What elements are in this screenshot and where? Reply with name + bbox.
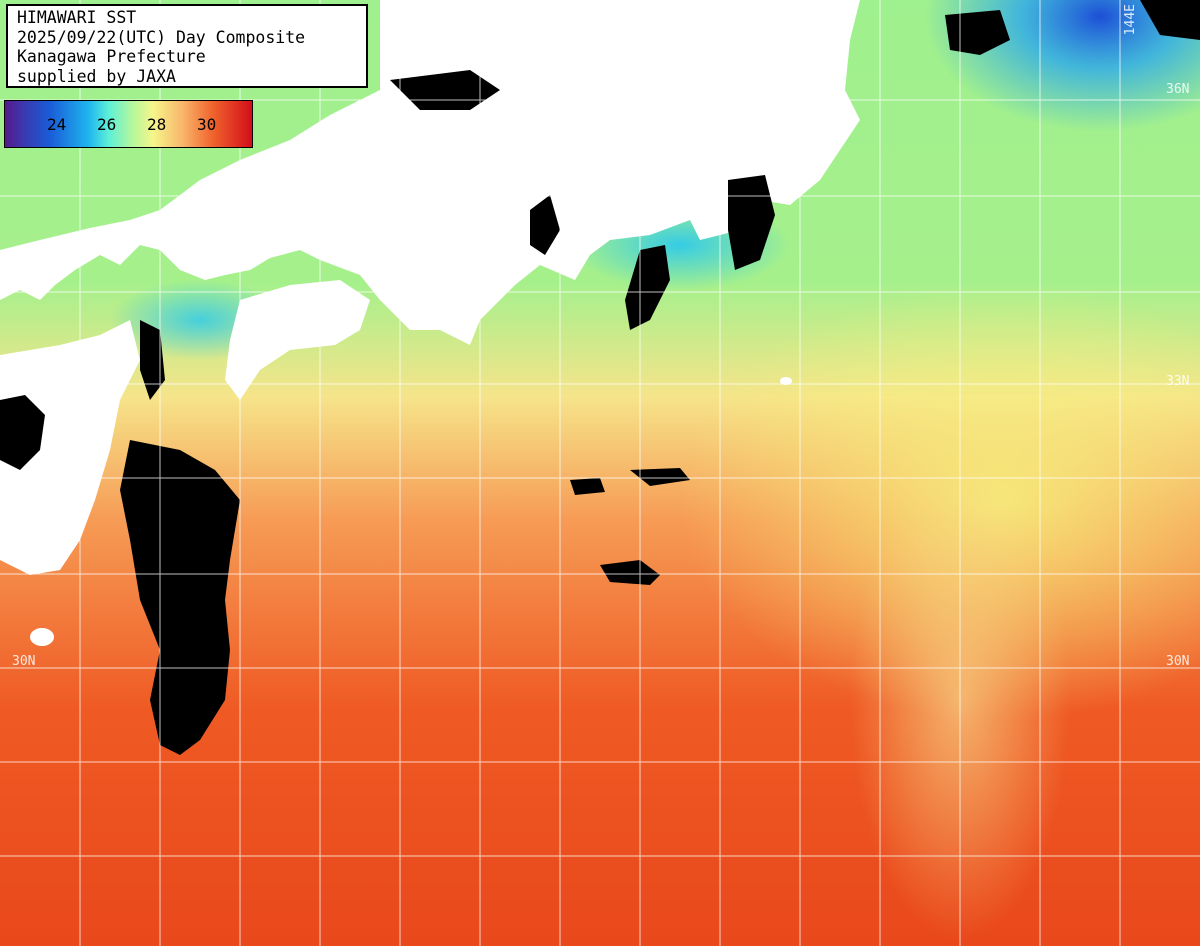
- map-title: HIMAWARI SST: [17, 8, 137, 27]
- map-credit: supplied by JAXA: [17, 66, 176, 86]
- cloud-mask-tokyo-bay: [728, 175, 775, 270]
- lat-label-36n-right: 36N: [1166, 82, 1190, 97]
- legend-tick-24: 24: [47, 115, 67, 134]
- map-title-box: HIMAWARI SST 2025/09/22(UTC) Day Composi…: [6, 4, 368, 88]
- legend-tick-28: 28: [147, 115, 167, 134]
- cloud-mask-izu-strip: [625, 245, 670, 330]
- cloud-mask-offshore-patch-2: [570, 478, 605, 495]
- land-honshu: [0, 0, 860, 345]
- cloud-mask-offshore-patch: [600, 560, 660, 585]
- land-shikoku: [225, 280, 370, 400]
- temperature-legend: 24 26 28 30: [4, 100, 253, 148]
- cloud-mask-kii: [530, 195, 560, 255]
- cloud-mask-inland-sea: [140, 320, 165, 400]
- legend-tick-26: 26: [97, 115, 117, 134]
- lat-label-33n-right: 33N: [1166, 374, 1190, 389]
- lat-label-33n-left: 33N: [12, 374, 36, 389]
- legend-tick-30: 30: [197, 115, 217, 134]
- cloud-mask-kyushu-south: [120, 440, 240, 755]
- lat-label-30n-left: 30N: [12, 654, 36, 669]
- cloud-mask-offshore-patch-3: [630, 468, 690, 486]
- cloud-mask-northeast: [945, 10, 1010, 55]
- cloud-mask-west-coast: [0, 395, 45, 470]
- land-island-izu: [780, 377, 792, 385]
- lon-label-144e: 144E: [1123, 4, 1138, 36]
- cloud-mask-honshu-east: [1140, 0, 1200, 40]
- lon-label-136e: 136E: [482, 4, 497, 36]
- land-island-small: [30, 628, 54, 646]
- lat-label-30n-right: 30N: [1166, 654, 1190, 669]
- map-region: Kanagawa Prefecture: [17, 47, 206, 66]
- map-date: 2025/09/22(UTC) Day Composite: [17, 27, 306, 47]
